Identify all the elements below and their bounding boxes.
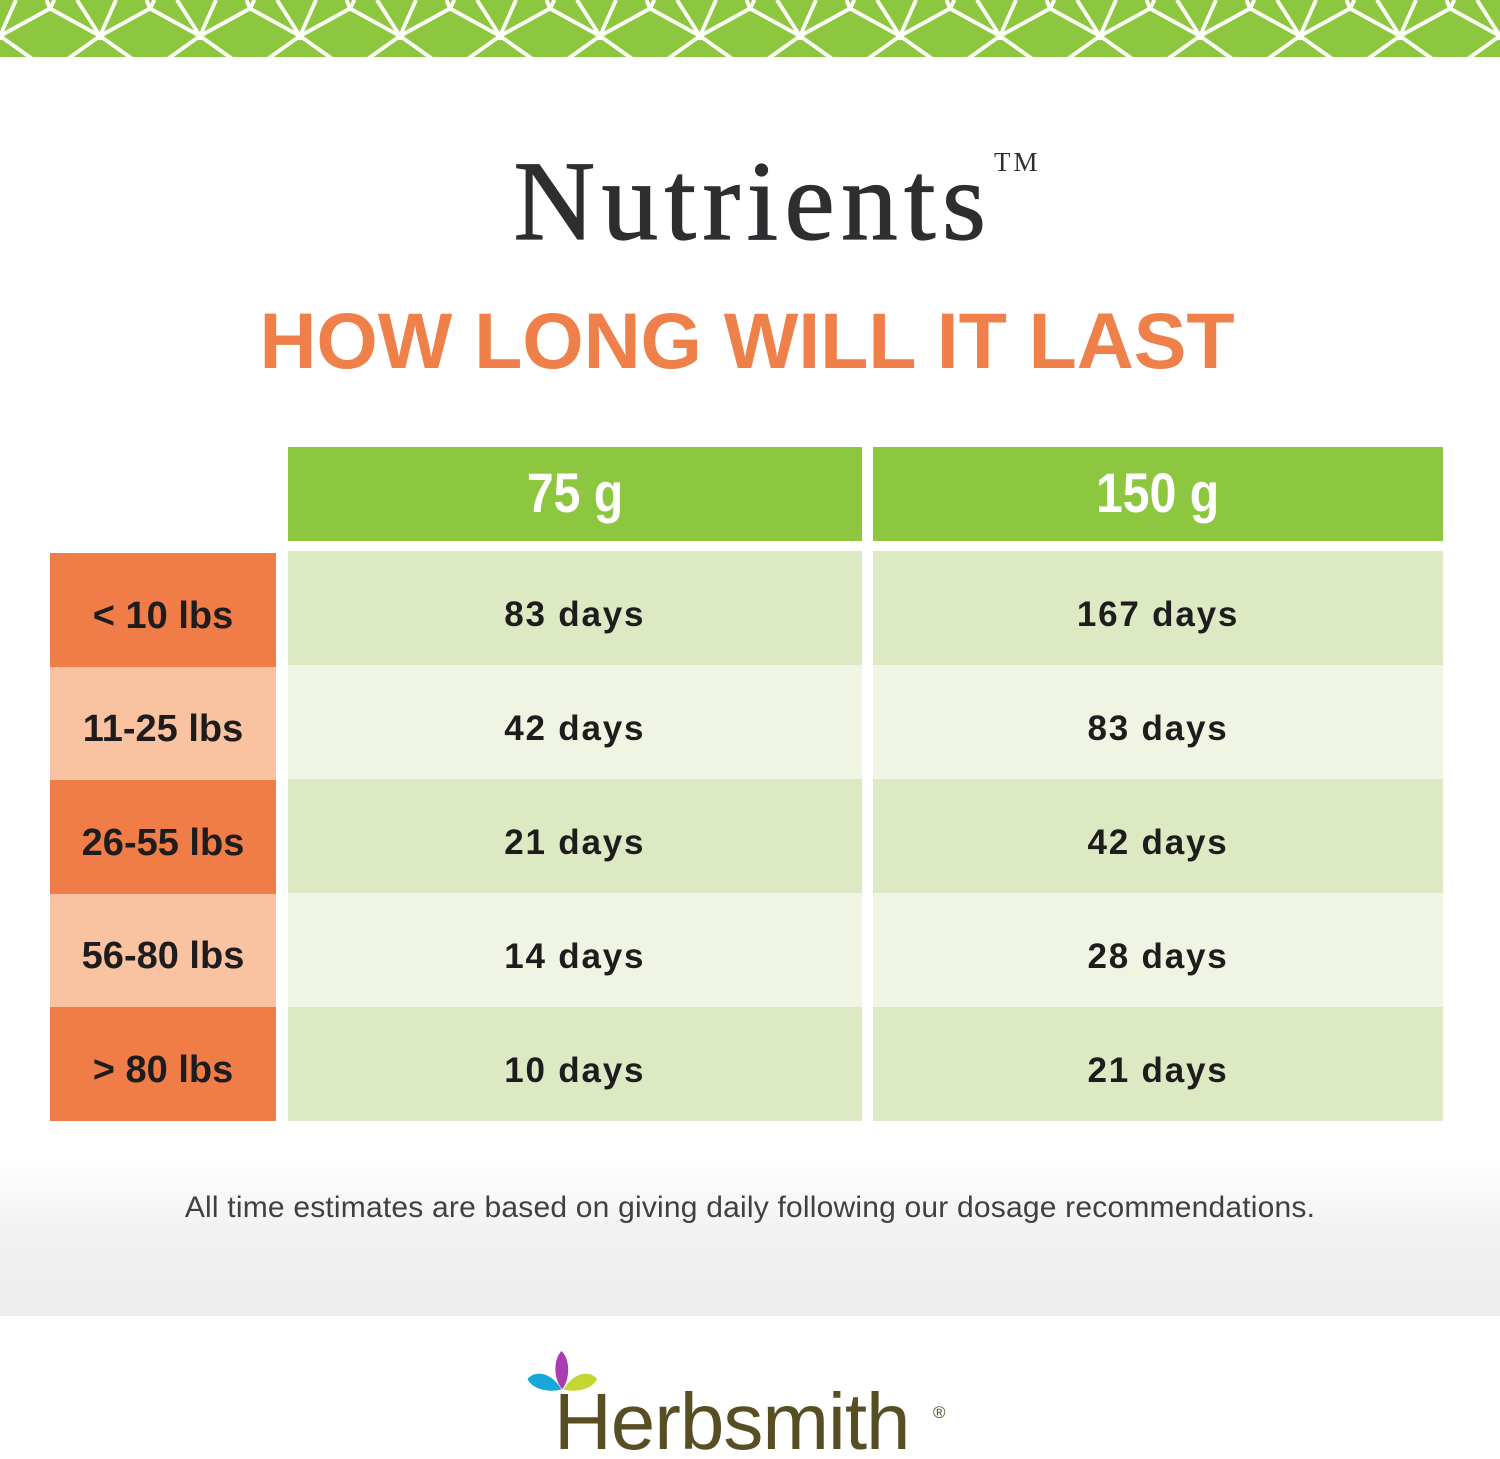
svg-text:Herbsmith: Herbsmith xyxy=(554,1377,910,1454)
svg-text:®: ® xyxy=(933,1403,946,1422)
